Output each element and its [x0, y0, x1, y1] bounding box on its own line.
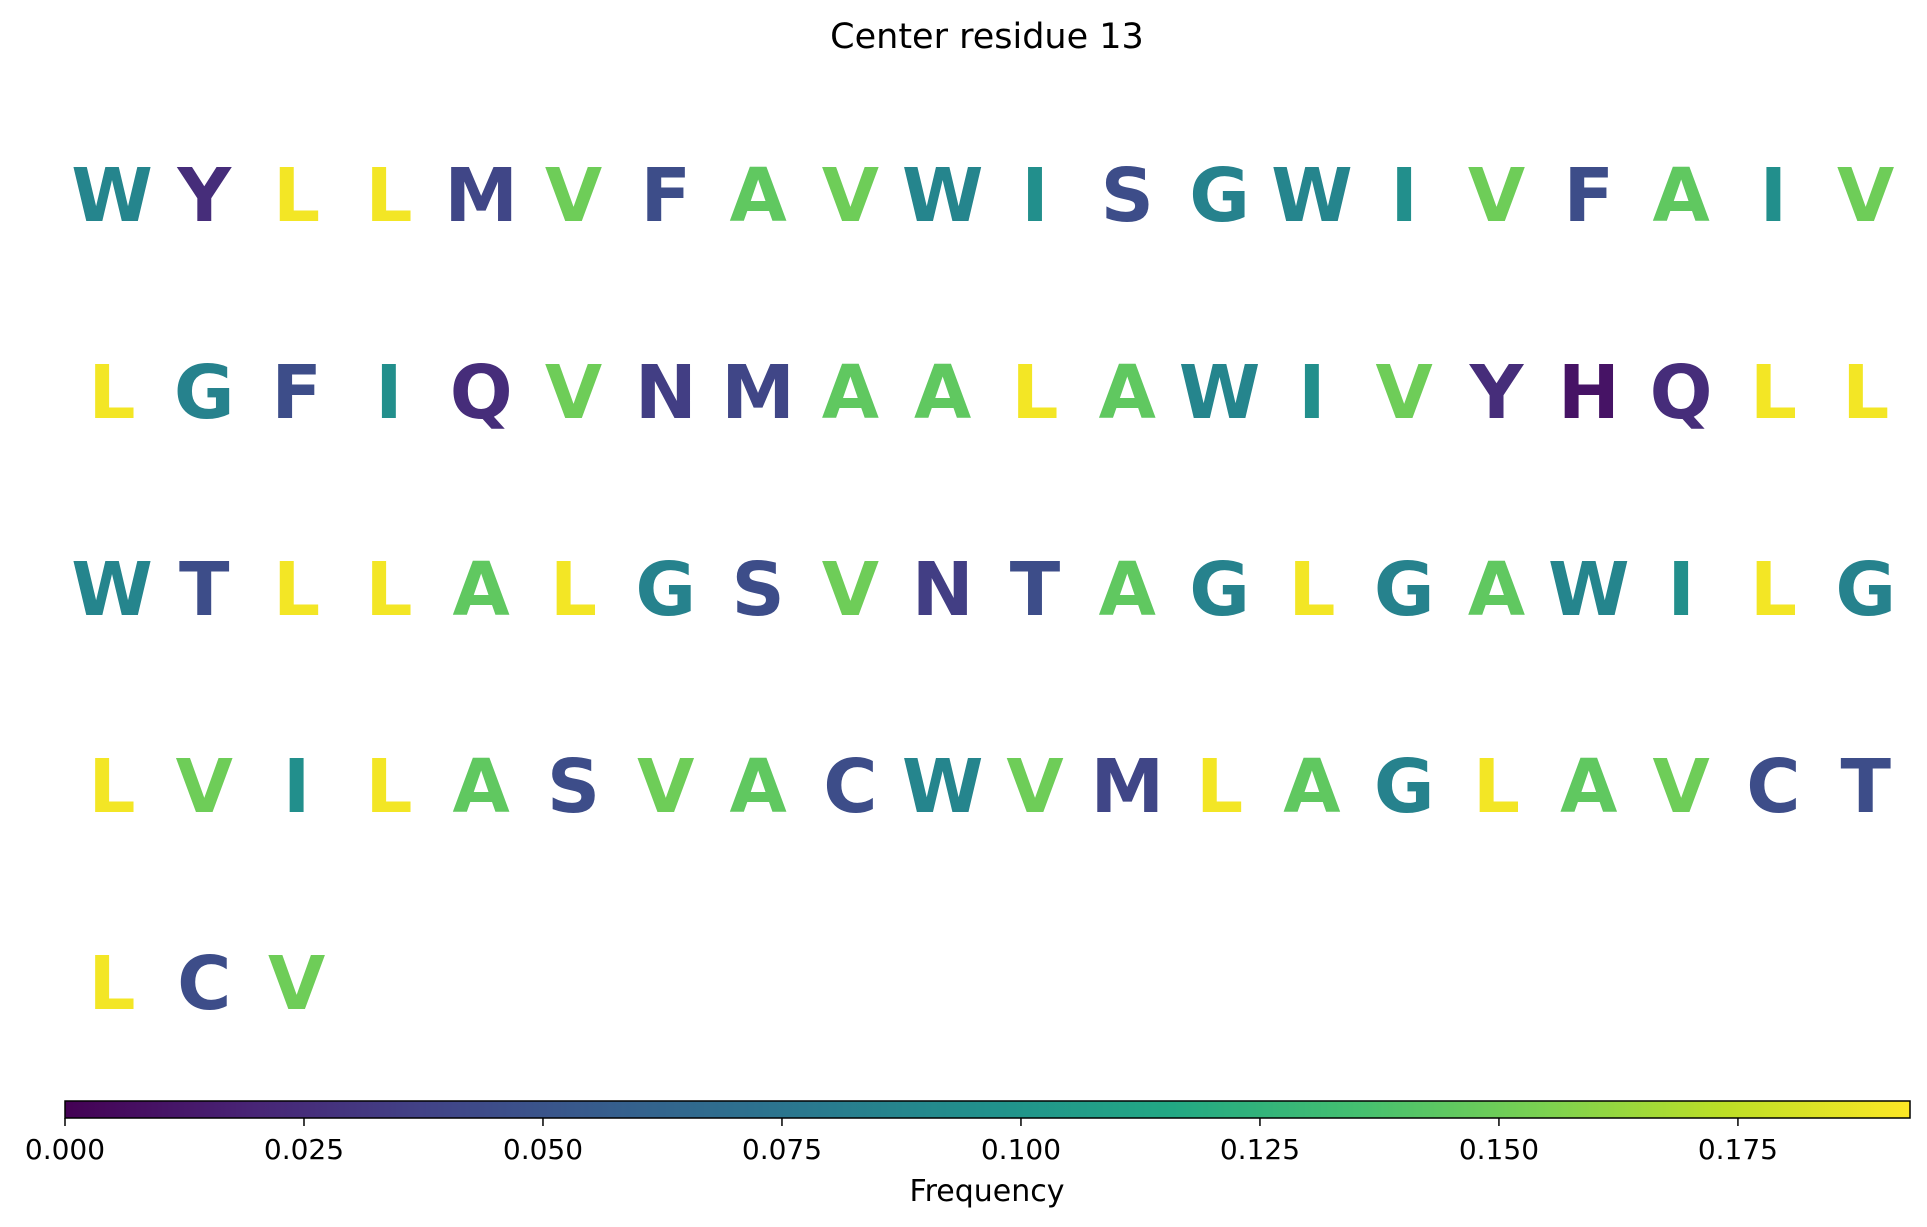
residue-letter: G [1835, 547, 1896, 633]
residue-letter: Y [1469, 350, 1525, 436]
residue-letter: L [88, 941, 135, 1027]
residue-letter: L [1288, 547, 1335, 633]
chart-title: Center residue 13 [830, 17, 1144, 57]
residue-letter: V [1468, 153, 1525, 239]
residue-letter: L [1473, 744, 1520, 830]
residue-letter: G [1189, 547, 1250, 633]
residue-letter: A [1099, 547, 1156, 633]
residue-letter: V [268, 941, 325, 1027]
residue-letter: L [365, 744, 412, 830]
residue-letter: W [1548, 547, 1630, 633]
residue-letter: C [1746, 744, 1800, 830]
residue-letter: G [1374, 744, 1435, 830]
residue-letter: A [1468, 547, 1525, 633]
residue-letter: A [822, 350, 879, 436]
residue-letter: W [902, 744, 984, 830]
residue-letter: L [1196, 744, 1243, 830]
residue-letter: V [1837, 153, 1894, 239]
residue-letter: T [179, 547, 230, 633]
residue-letter: M [1090, 744, 1164, 830]
residue-letter: A [453, 744, 510, 830]
residue-letter: T [1840, 744, 1891, 830]
residue-letter: L [1842, 350, 1889, 436]
residue-letter: W [1179, 350, 1261, 436]
residue-letter: V [637, 744, 694, 830]
residue-letter: G [174, 350, 235, 436]
residue-letter: V [822, 153, 879, 239]
residue-letter: I [1390, 153, 1418, 239]
colorbar-gradient [64, 1100, 1911, 1119]
colorbar-tick-label: 0.050 [503, 1133, 583, 1166]
residue-letter: L [1750, 547, 1797, 633]
colorbar: 0.000 0.025 0.050 0.075 0.100 0.125 0.150 0.175… [25, 1100, 1911, 1209]
residue-grid: W Y L L M V F A V W I S G W I V F A I VL G F I Q V N M A A L A W I V Y H Q L L… [71, 153, 1896, 1027]
residue-letter: M [444, 153, 518, 239]
residue-letter: I [375, 350, 403, 436]
residue-letter: F [271, 350, 322, 436]
residue-letter: I [1298, 350, 1326, 436]
residue-letter: S [1101, 153, 1154, 239]
residue-letter: M [721, 350, 795, 436]
residue-letter: L [88, 350, 135, 436]
residue-letter: H [1558, 350, 1620, 436]
residue-letter: N [635, 350, 697, 436]
residue-letter: L [365, 153, 412, 239]
residue-letter: G [635, 547, 696, 633]
colorbar-ticks: 0.000 0.025 0.050 0.075 0.100 0.125 0.150 0.175 [25, 1118, 1778, 1166]
residue-letter: V [176, 744, 233, 830]
residue-letter: V [1652, 744, 1709, 830]
colorbar-tick-label: 0.100 [981, 1133, 1061, 1166]
residue-letter: A [729, 744, 786, 830]
residue-letter: W [71, 547, 153, 633]
residue-letter: L [273, 153, 320, 239]
colorbar-label: Frequency [910, 1174, 1065, 1209]
residue-letter: A [914, 350, 971, 436]
colorbar-tick-label: 0.150 [1459, 1133, 1539, 1166]
residue-letter: A [1652, 153, 1709, 239]
residue-letter: A [1283, 744, 1340, 830]
residue-letter: L [88, 744, 135, 830]
residue-letter: W [1271, 153, 1353, 239]
residue-letter: Y [177, 153, 233, 239]
residue-letter: F [641, 153, 692, 239]
colorbar-tick-label: 0.075 [742, 1133, 822, 1166]
residue-letter: I [1760, 153, 1788, 239]
residue-letter: W [71, 153, 153, 239]
residue-letter: S [547, 744, 600, 830]
residue-letter: Q [450, 350, 513, 436]
residue-letter: A [1560, 744, 1617, 830]
residue-letter: A [1099, 350, 1156, 436]
residue-letter: V [545, 350, 602, 436]
residue-letter: V [1376, 350, 1433, 436]
residue-letter: I [1021, 153, 1049, 239]
residue-letter: V [1006, 744, 1063, 830]
residue-letter: C [177, 941, 231, 1027]
colorbar-tick-label: 0.000 [25, 1133, 105, 1166]
residue-letter: V [545, 153, 602, 239]
residue-letter: C [823, 744, 877, 830]
residue-letter: L [273, 547, 320, 633]
residue-letter: V [822, 547, 879, 633]
residue-letter: G [1189, 153, 1250, 239]
residue-letter: A [729, 153, 786, 239]
residue-letter: L [1750, 350, 1797, 436]
residue-letter: F [1564, 153, 1615, 239]
residue-letter: L [365, 547, 412, 633]
colorbar-tick-label: 0.125 [1220, 1133, 1300, 1166]
residue-letter: W [902, 153, 984, 239]
residue-letter: I [283, 744, 311, 830]
colorbar-tick-label: 0.175 [1698, 1133, 1778, 1166]
residue-letter: I [1667, 547, 1695, 633]
colorbar-tick-label: 0.025 [264, 1133, 344, 1166]
residue-letter: L [1011, 350, 1058, 436]
residue-letter: Q [1650, 350, 1713, 436]
residue-letter: G [1374, 547, 1435, 633]
residue-letter: N [912, 547, 974, 633]
residue-letter: L [550, 547, 597, 633]
residue-letter: A [453, 547, 510, 633]
residue-letter: S [731, 547, 784, 633]
residue-letter: T [1010, 547, 1061, 633]
